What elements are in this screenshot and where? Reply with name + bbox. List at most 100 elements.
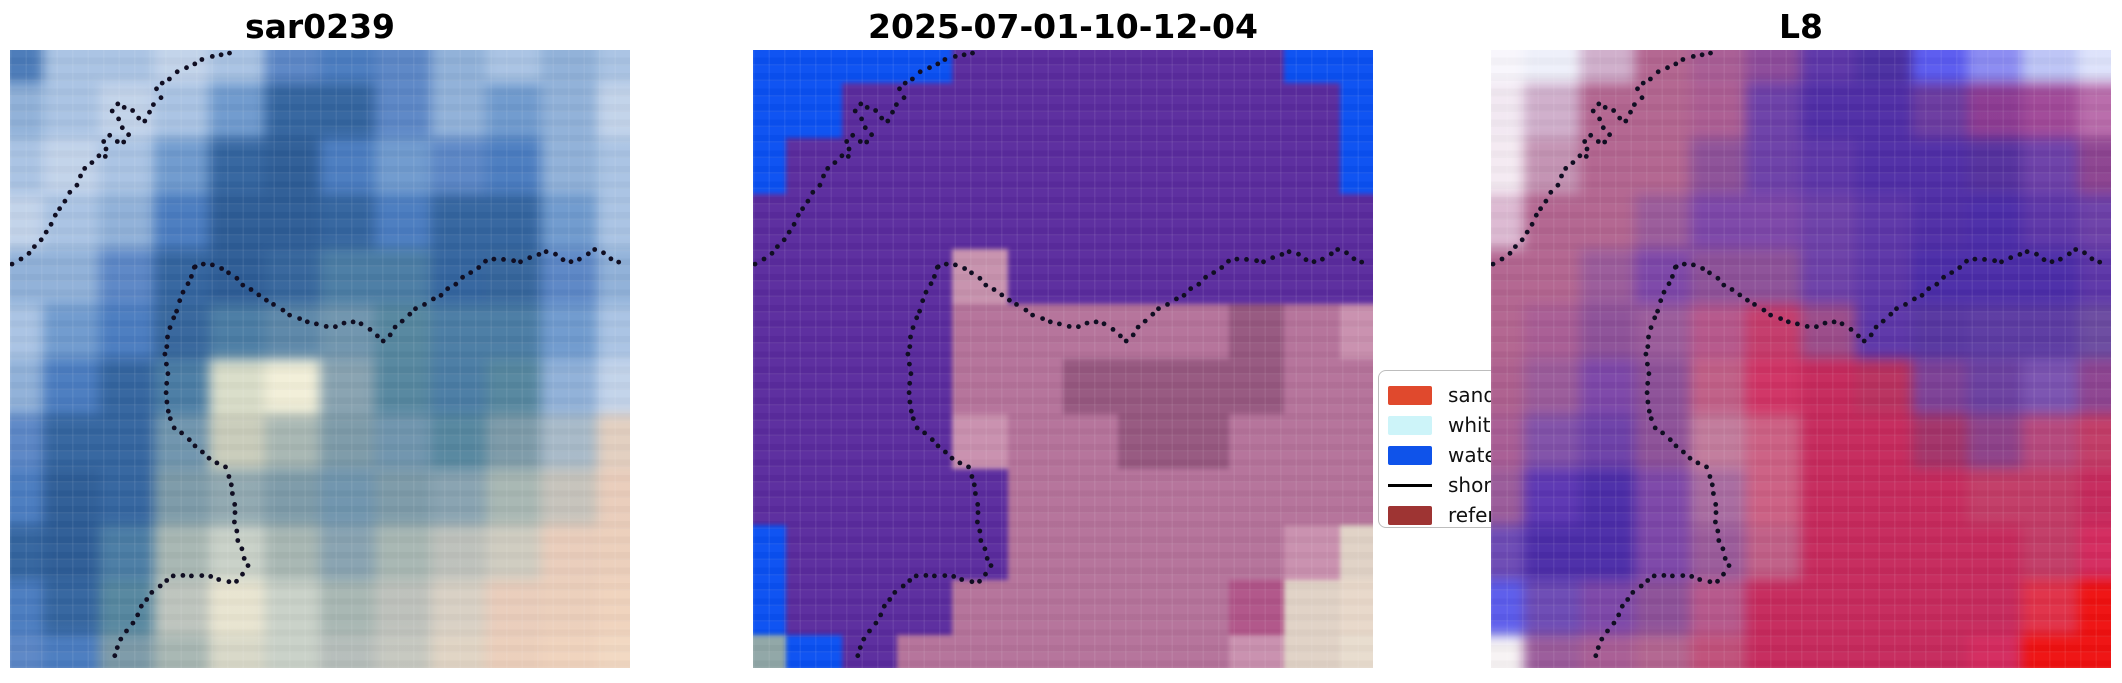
grid-cell [1524,193,1580,249]
grid-cell [896,193,953,249]
grid-cell [1911,524,1967,580]
grid-cell [209,469,265,525]
grid-cell [1284,469,1340,525]
pixel-grid [753,50,1373,668]
grid-cell [375,414,431,470]
grid-cell [1745,414,1801,470]
grid-cell [43,138,99,194]
grid-cell [1579,469,1635,525]
grid-cell [841,359,897,415]
legend-color-swatch [1388,415,1432,435]
grid-cell [485,579,542,635]
grid-cell [1800,193,1857,249]
grid-cell [1524,138,1580,194]
grid-cell [1579,303,1635,359]
grid-cell [1966,83,2023,139]
grid-cell [209,303,265,359]
grid-cell [98,359,154,415]
grid-cell [10,248,44,304]
grid-cell [98,469,154,525]
grid-cell [1118,579,1174,635]
grid-cell [2022,83,2078,139]
grid-cell [1339,50,1373,84]
grid-cell [1284,138,1340,194]
grid-cell [1491,50,1525,84]
grid-cell [753,359,787,415]
grid-cell [1173,524,1229,580]
grid-cell [2077,359,2111,415]
grid-cell [2077,469,2111,525]
grid-cell [264,303,320,359]
grid-cell [1339,414,1373,470]
grid-cell [485,634,542,668]
grid-cell [2077,193,2111,249]
grid-cell [1690,634,1746,668]
grid-cell [1007,524,1063,580]
grid-cell [1339,524,1373,580]
grid-cell [1911,634,1967,668]
grid-cell [786,303,842,359]
grid-cell [596,248,630,304]
grid-cell [596,579,630,635]
grid-cell [264,248,320,304]
grid-cell [2077,50,2111,84]
grid-cell [1007,193,1063,249]
grid-cell [319,469,376,525]
grid-cell [1118,138,1174,194]
shoreline-dots [753,50,1365,659]
grid-cell [209,579,265,635]
grid-cell [786,248,842,304]
grid-cell [10,579,44,635]
grid-cell [1524,248,1580,304]
grid-cell [952,193,1008,249]
grid-cell [430,50,486,84]
grid-cell [43,359,99,415]
shoreline-dots [1491,50,2103,659]
grid-cell [1284,248,1340,304]
grid-cell [1524,359,1580,415]
grid-cell [1579,248,1635,304]
grid-cell [2077,303,2111,359]
grid-cell [1634,193,1691,249]
grid-cell [1690,414,1746,470]
grid-cell [10,359,44,415]
grid-cell [541,50,597,84]
grid-cell [1118,193,1174,249]
grid-cell [2022,50,2078,84]
grid-cell [2077,579,2111,635]
grid-cell [264,414,320,470]
grid-cell [485,138,542,194]
grid-cell [841,303,897,359]
grid-cell [1524,524,1580,580]
grid-cell [1856,469,1912,525]
grid-cell [1856,359,1912,415]
grid-cell [209,524,265,580]
grid-cell [209,83,265,139]
grid-cell [1911,138,1967,194]
grid-cell [952,579,1008,635]
grid-cell [1491,138,1525,194]
grid-cell [98,50,154,84]
grid-cell [2077,138,2111,194]
grid-cell [1173,83,1229,139]
grid-cell [2022,193,2078,249]
grid-cell [1491,248,1525,304]
grid-cell [1284,50,1340,84]
grid-cell [786,414,842,470]
grid-cell [952,469,1008,525]
grid-cell [1690,579,1746,635]
grid-cell [319,50,376,84]
grid-cell [264,359,320,415]
grid-cell [375,634,431,668]
grid-cell [1634,634,1691,668]
grid-cell [1228,634,1285,668]
grid-cell [10,414,44,470]
grid-cell [841,524,897,580]
grid-cell [753,83,787,139]
grid-cell [841,414,897,470]
grid-cell [1284,634,1340,668]
grid-cell [153,359,210,415]
grid-cell [264,193,320,249]
grid-cell [1062,634,1119,668]
grid-cell [1856,83,1912,139]
